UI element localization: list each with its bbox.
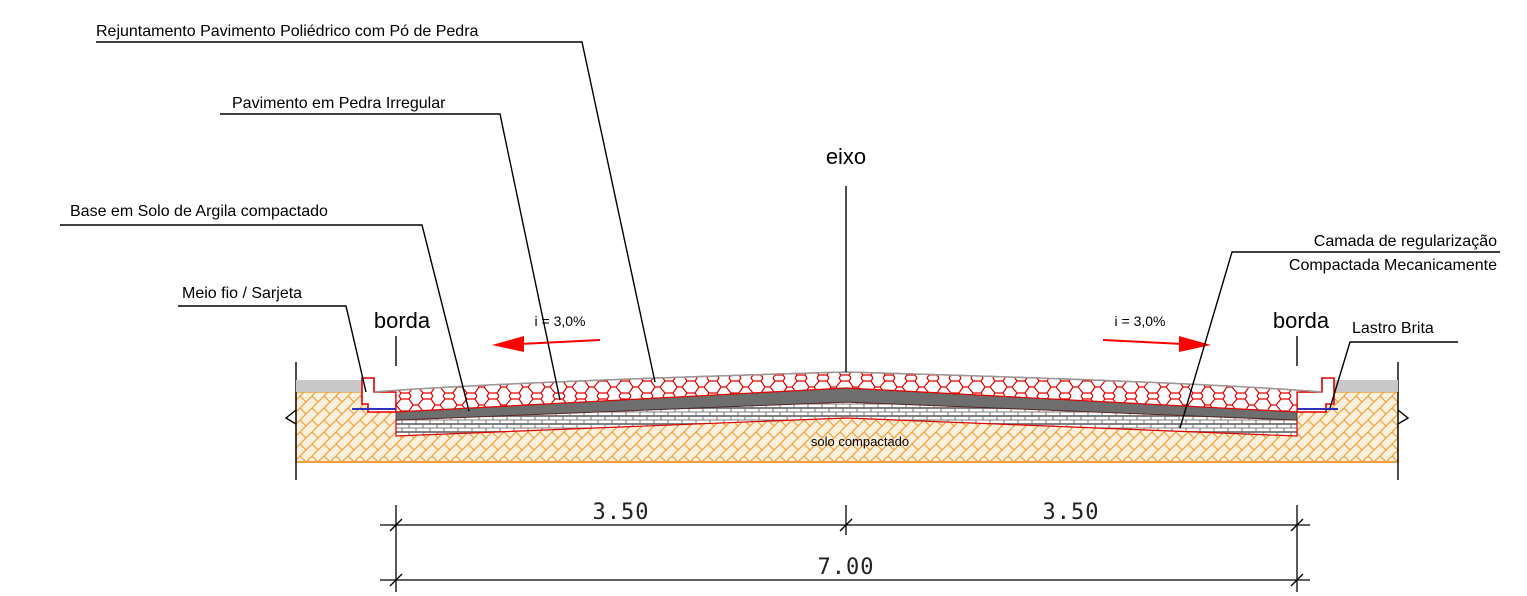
dimension-left: 3.50 [593, 500, 650, 525]
meio-fio-label: Meio fio / Sarjeta [182, 285, 302, 302]
base-leader [60, 224, 470, 412]
slope-arrow-left [492, 336, 601, 352]
slope-right-label: i = 3,0% [1115, 313, 1166, 329]
lastro-leader [1329, 341, 1458, 409]
lastro-label: Lastro Brita [1352, 320, 1434, 337]
dimension-lines [380, 505, 1310, 592]
camada-leader [1179, 251, 1500, 429]
borda-left-label: borda [374, 308, 431, 333]
rejuntamento-label: Rejuntamento Pavimento Poliédrico com Pó… [96, 23, 479, 40]
camada-label-line2: Compactada Mecanicamente [1289, 257, 1497, 274]
pavimento-label: Pavimento em Pedra Irregular [232, 95, 446, 112]
camada-label-line1: Camada de regularização [1314, 233, 1497, 250]
slope-arrow-right [1102, 336, 1211, 352]
dimension-total: 7.00 [818, 555, 875, 580]
dimension-right: 3.50 [1043, 500, 1100, 525]
solo-label: solo compactado [811, 434, 909, 449]
borda-right-label: borda [1273, 308, 1330, 333]
slope-left-label: i = 3,0% [535, 313, 586, 329]
sidewalk-left [296, 380, 362, 392]
rejuntamento-leader [96, 41, 656, 383]
meio-fio-leader [178, 305, 367, 393]
axis-label: eixo [826, 144, 866, 169]
base-label: Base em Solo de Argila compactado [70, 203, 328, 220]
sidewalk-right [1334, 380, 1398, 392]
pavimento-leader [220, 113, 561, 401]
